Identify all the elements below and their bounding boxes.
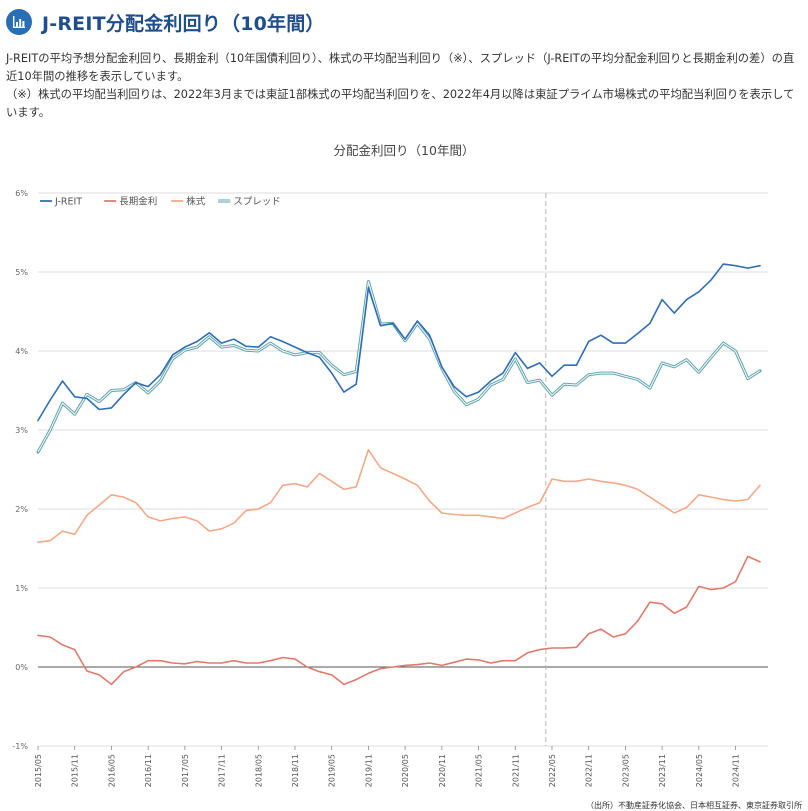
x-tick-label: 2016/05 <box>107 754 116 787</box>
x-tick-label: 2016/11 <box>144 754 153 787</box>
y-tick-label: 0% <box>15 663 28 672</box>
x-tick-label: 2019/05 <box>328 754 337 787</box>
legend-label: 株式 <box>186 196 206 208</box>
series-line <box>37 448 761 544</box>
x-tick-label: 2017/05 <box>181 754 190 787</box>
x-tick-label: 2021/05 <box>475 754 484 787</box>
y-tick-label: 1% <box>15 584 28 593</box>
y-tick-label: 5% <box>15 268 28 277</box>
series-line-spread <box>37 280 761 453</box>
x-tick-label: 2021/11 <box>511 754 520 787</box>
x-tick-label: 2024/05 <box>695 754 704 787</box>
x-tick-label: 2017/11 <box>218 754 227 787</box>
description-line-2: （※）株式の平均配当利回りは、2022年3月までは東証1部株式の平均配当利回りを… <box>6 88 795 119</box>
series-line <box>37 555 761 686</box>
y-tick-label: 6% <box>15 189 28 198</box>
page-title: J-REIT分配金利回り（10年間） <box>42 12 325 35</box>
bar-chart-icon <box>6 9 32 35</box>
series-line-outline <box>36 280 762 454</box>
x-tick-label: 2024/11 <box>732 754 741 787</box>
series-line <box>37 263 761 422</box>
x-tick-label: 2023/11 <box>658 754 667 787</box>
chart-title: 分配金利回り（10年間） <box>333 143 475 158</box>
y-tick-label: -1% <box>12 742 28 751</box>
x-tick-label: 2023/05 <box>621 754 630 787</box>
y-tick-label: 2% <box>15 505 28 514</box>
description-line-1: J-REITの平均予想分配金利回り、長期金利（10年国債利回り）、株式の平均配当… <box>6 52 795 83</box>
legend-label: スプレッド <box>233 197 281 208</box>
page-header: J-REIT分配金利回り（10年間） <box>6 7 325 37</box>
x-tick-label: 2022/05 <box>548 754 557 787</box>
description: J-REITの平均予想分配金利回り、長期金利（10年国債利回り）、株式の平均配当… <box>6 50 802 122</box>
x-tick-label: 2020/05 <box>401 754 410 787</box>
y-tick-label: 3% <box>15 426 28 435</box>
source-note: （出所）不動産証券化協会、日本相互証券、東京証券取引所 <box>586 801 802 810</box>
x-tick-label: 2019/11 <box>364 754 373 787</box>
x-tick-label: 2018/11 <box>291 754 300 787</box>
legend-label: 長期金利 <box>119 196 157 208</box>
x-tick-label: 2015/11 <box>71 754 80 787</box>
legend-label: J-REIT <box>54 197 82 208</box>
x-tick-label: 2015/05 <box>34 754 43 787</box>
x-tick-label: 2018/05 <box>254 754 263 787</box>
y-tick-label: 4% <box>15 347 28 356</box>
x-tick-label: 2022/11 <box>585 754 594 787</box>
x-tick-label: 2020/11 <box>438 754 447 787</box>
